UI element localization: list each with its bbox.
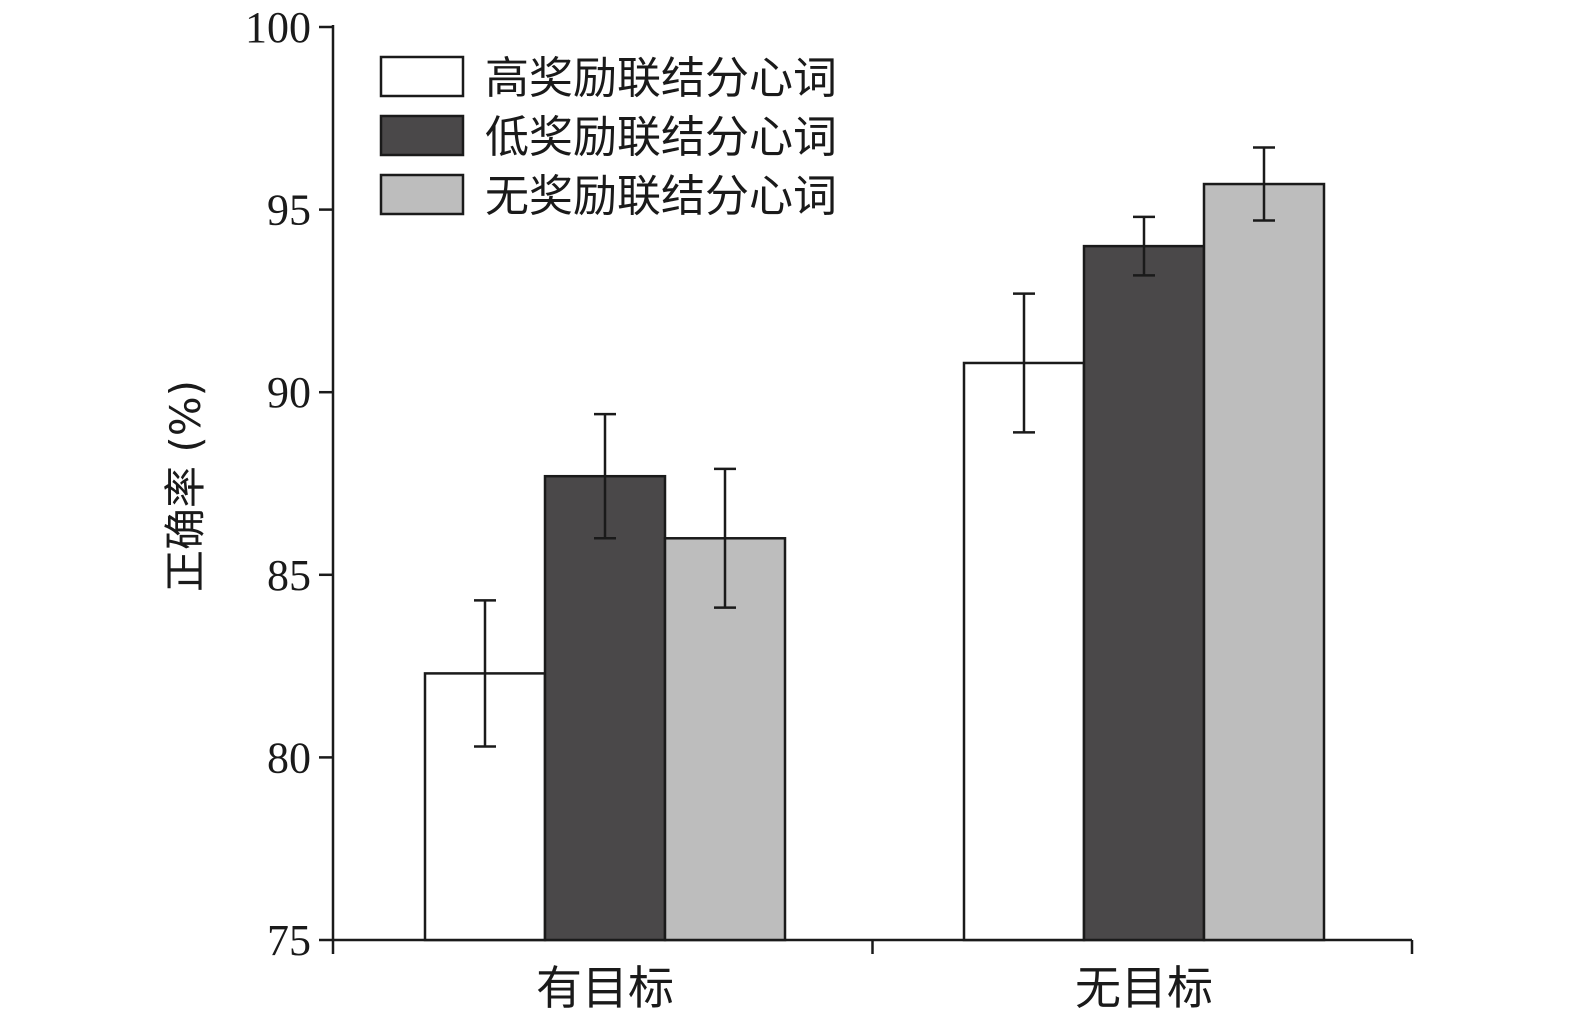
- legend-label: 无奖励联结分心词: [485, 171, 837, 222]
- y-tick-label: 75: [267, 916, 311, 965]
- bar: [962, 361, 1086, 942]
- bar: [1202, 182, 1326, 942]
- x-category-label: 有目标: [536, 961, 674, 1015]
- y-tick-label: 100: [245, 3, 311, 52]
- bar: [543, 474, 667, 942]
- y-tick-label: 80: [267, 733, 311, 782]
- y-axis-label: 正确率 (%): [161, 380, 210, 592]
- y-axis: 75 80 85 90 95 100: [245, 3, 335, 965]
- y-tick-label: 90: [267, 368, 311, 417]
- legend-swatch: [379, 173, 465, 216]
- y-tick-label: 95: [267, 186, 311, 235]
- x-category-label: 无目标: [1075, 961, 1213, 1015]
- bar-group: [423, 146, 1326, 942]
- y-tick-label: 85: [267, 551, 311, 600]
- legend-swatch: [379, 114, 465, 157]
- bar: [1082, 244, 1206, 942]
- x-axis: 有目标 无目标: [331, 938, 1414, 1015]
- legend-label: 低奖励联结分心词: [485, 112, 837, 163]
- legend-label: 高奖励联结分心词: [485, 53, 837, 104]
- legend-swatch: [379, 55, 465, 98]
